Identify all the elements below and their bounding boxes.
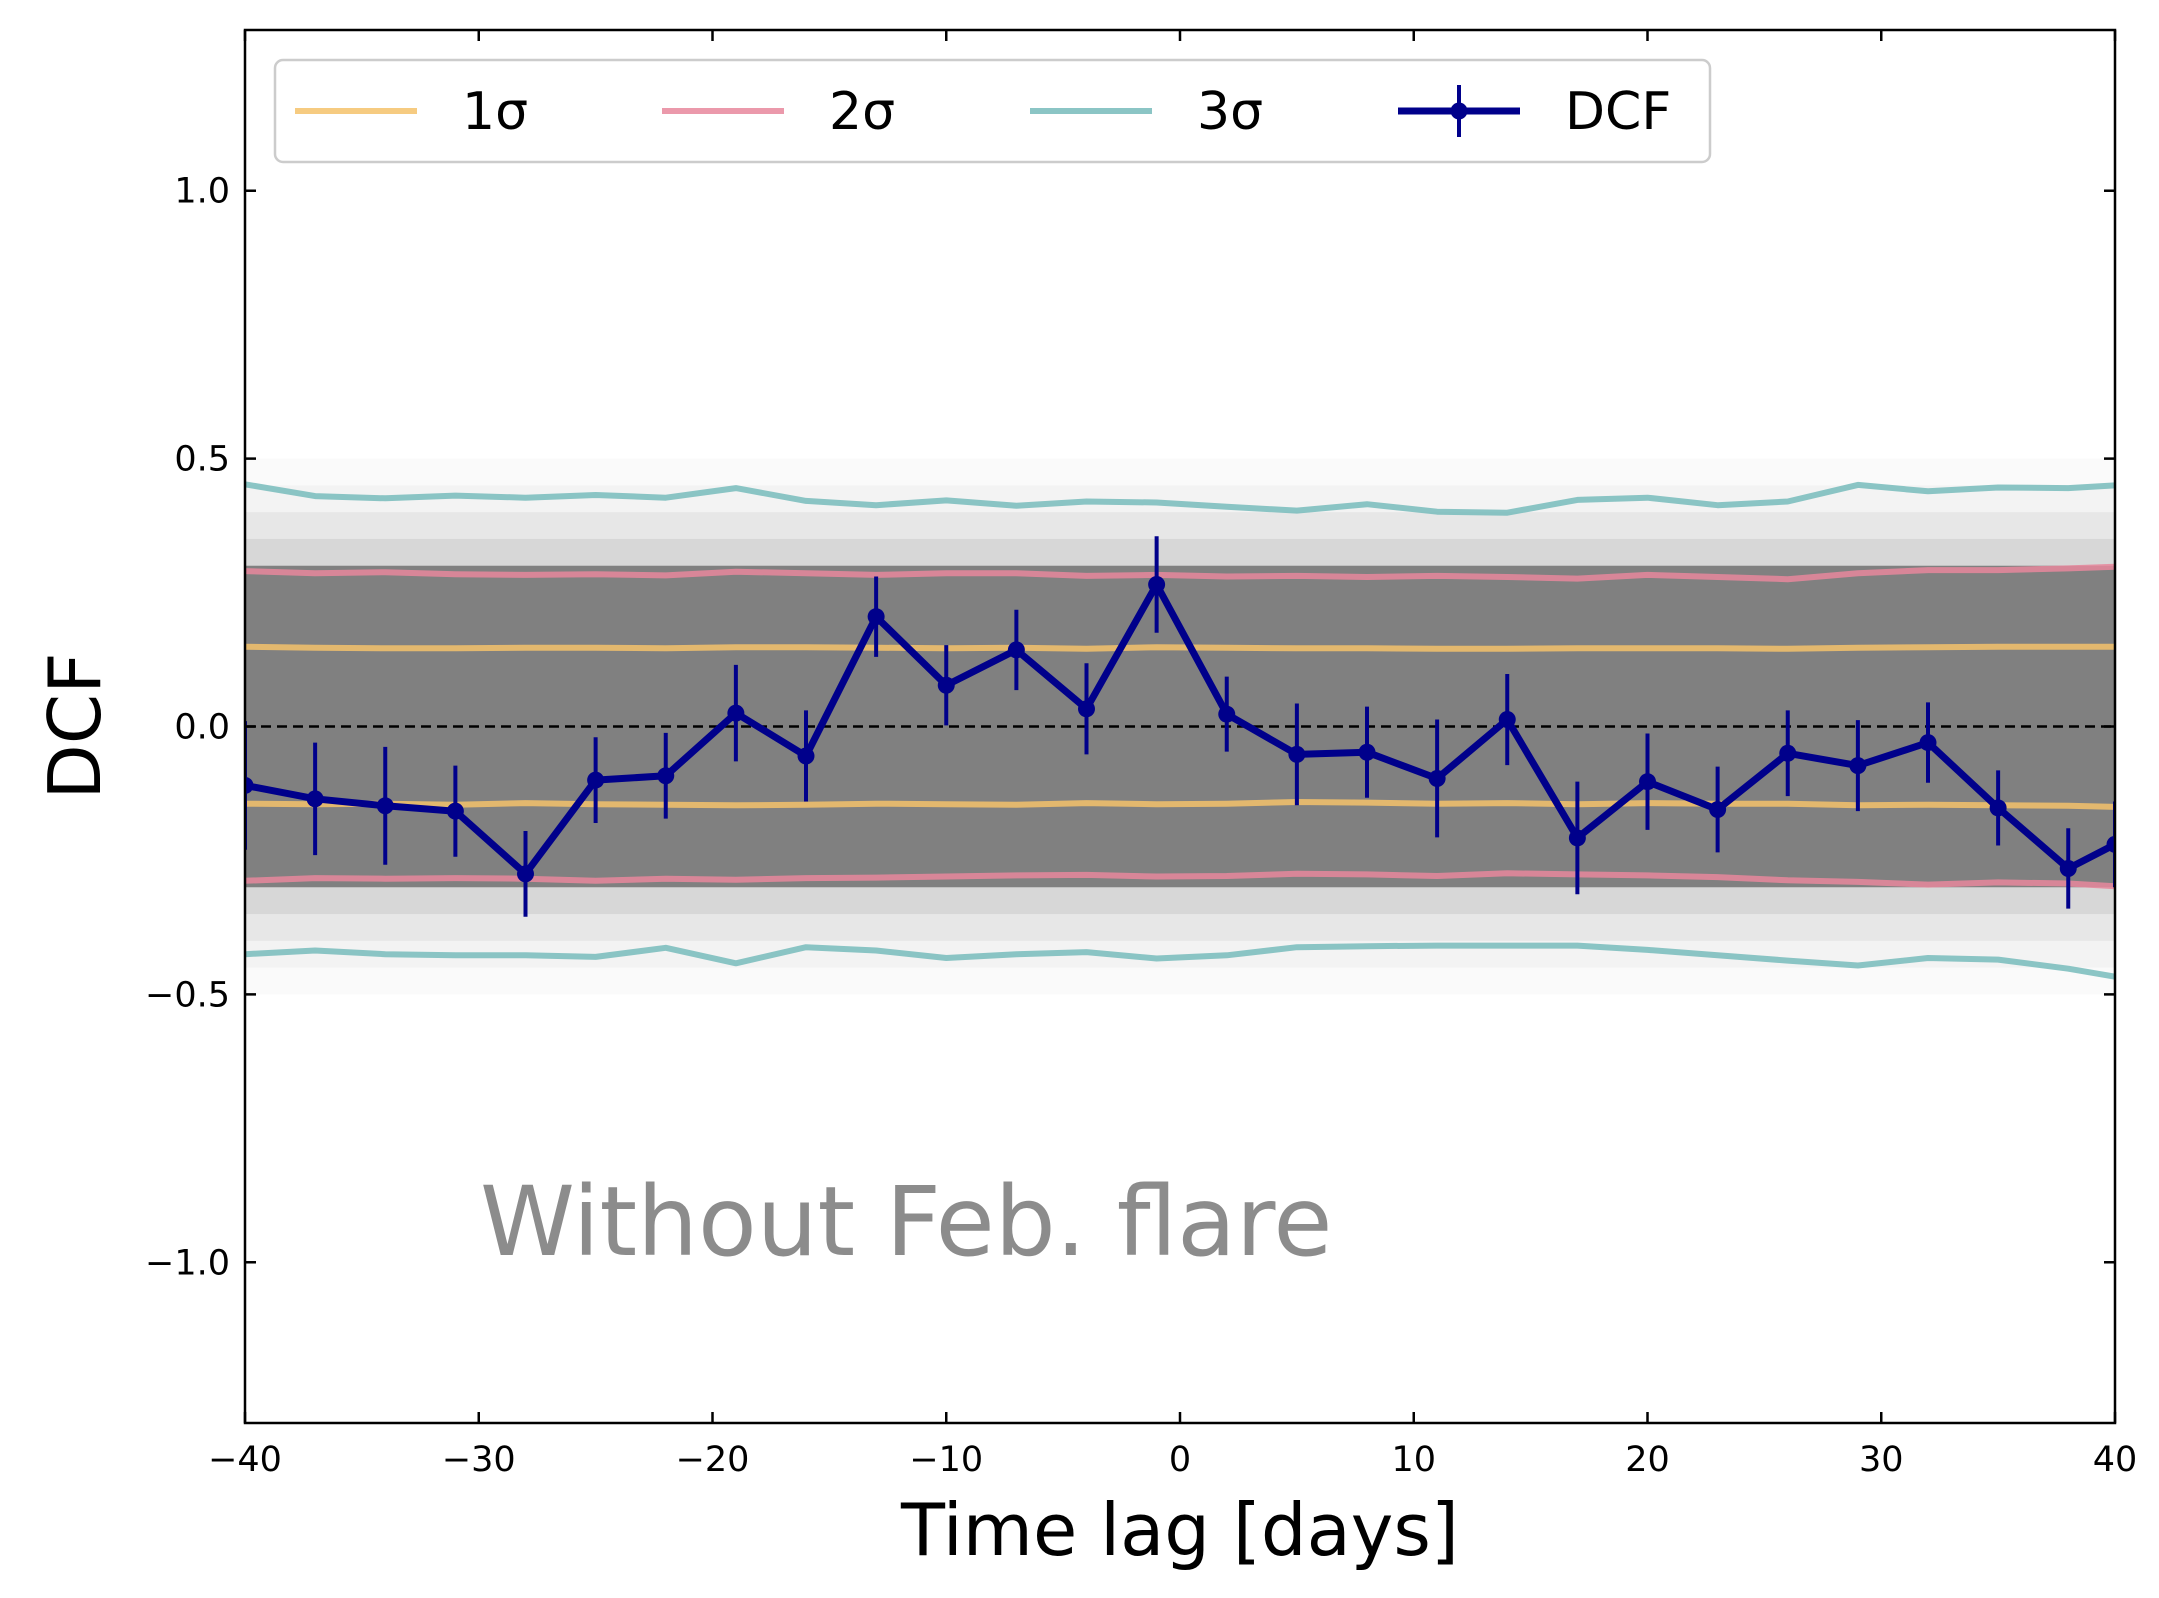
x-axis-ticks: −40 −30 −20 −10 0 10 20 30 40 (208, 30, 2137, 1480)
x-tick-label-6: 20 (1625, 1440, 1670, 1480)
dcf-point-24 (1919, 734, 1937, 752)
dcf-series-layer (245, 536, 2115, 917)
x-tick-label-4: 0 (1169, 1440, 1191, 1480)
dcf-point-8 (797, 747, 815, 765)
y-tick-label-0: −1.0 (145, 1243, 230, 1283)
sigma-line-1 (245, 643, 2115, 652)
dcf-point-10 (937, 676, 955, 694)
dcf-point-14 (1218, 705, 1236, 723)
dcf-point-17 (1428, 769, 1446, 787)
x-axis-label: Time lag [days] (900, 1488, 1459, 1572)
sigma-line-5 (245, 481, 2115, 516)
x-tick-label-2: −20 (676, 1440, 750, 1480)
dcf-point-12 (1078, 700, 1095, 718)
dcf-point-21 (1709, 801, 1727, 819)
x-tick-label-1: −30 (442, 1440, 516, 1480)
y-axis-ticks: −1.0 −0.5 0.0 0.5 1.0 (145, 172, 2115, 1283)
y-axis-label: DCF (33, 652, 117, 799)
x-tick-label-7: 30 (1859, 1440, 1904, 1480)
legend-label-0: 1σ (462, 82, 528, 142)
legend-box (273, 58, 1712, 164)
dcf-point-4 (517, 865, 534, 883)
y-tick-label-2: 0.0 (174, 708, 230, 748)
legend-dcf-marker (1450, 102, 1468, 120)
dcf-point-22 (1779, 744, 1797, 762)
dcf-point-26 (2059, 859, 2077, 877)
x-tick-label-8: 40 (2093, 1440, 2138, 1480)
dcf-point-2 (376, 797, 394, 815)
legend-label-3: DCF (1565, 82, 1671, 142)
legend-items: 1σ 2σ 3σ DCF (295, 82, 1671, 142)
dcf-point-16 (1358, 743, 1376, 761)
dcf-point-6 (657, 767, 675, 785)
dcf-point-7 (727, 704, 745, 722)
dcf-point-25 (1989, 799, 2007, 817)
dcf-point-23 (1849, 757, 1867, 775)
dcf-point-20 (1639, 773, 1656, 791)
plot-area (245, 458, 2115, 995)
dcf-point-18 (1498, 711, 1516, 729)
dcf-point-11 (1007, 641, 1025, 659)
dcf-point-0 (245, 776, 254, 794)
x-tick-label-3: −10 (909, 1440, 983, 1480)
dcf-point-27 (2106, 835, 2115, 853)
dcf-point-13 (1148, 576, 1166, 594)
sigma-line-2 (245, 799, 2115, 810)
x-tick-label-5: 10 (1391, 1440, 1436, 1480)
annotation-text: Without Feb. flare (480, 1166, 1332, 1278)
dcf-point-9 (867, 608, 885, 626)
legend-label-1: 2σ (829, 82, 895, 142)
dcf-point-3 (446, 802, 464, 820)
sigma-line-4 (245, 870, 2115, 890)
dcf-point-5 (587, 771, 605, 789)
dcf-point-19 (1568, 829, 1586, 847)
legend-label-2: 3σ (1197, 82, 1263, 142)
x-tick-label-0: −40 (208, 1440, 282, 1480)
dcf-point-1 (306, 790, 324, 808)
y-tick-label-4: 1.0 (174, 172, 230, 212)
dcf-line (245, 581, 2115, 878)
dcf-point-15 (1288, 745, 1306, 763)
legend: 1σ 2σ 3σ DCF (273, 58, 1712, 164)
sigma-line-6 (245, 942, 2115, 980)
y-tick-label-1: −0.5 (145, 975, 230, 1015)
y-tick-label-3: 0.5 (174, 440, 230, 480)
sigma-line-3 (245, 563, 2115, 583)
